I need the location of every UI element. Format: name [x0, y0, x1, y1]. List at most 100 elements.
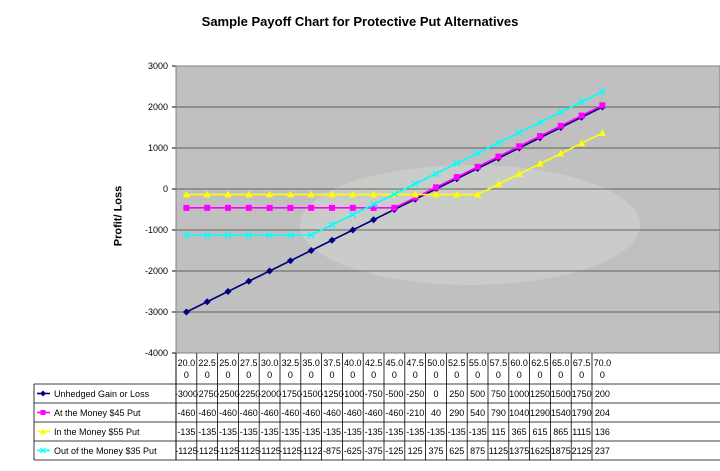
data-point	[224, 231, 232, 239]
table-cell: 2125	[572, 446, 592, 456]
series-3	[182, 88, 606, 239]
data-point	[453, 190, 461, 198]
legend-entry: Unhedged Gain or Loss	[54, 389, 150, 399]
data-point	[370, 204, 377, 211]
table-cell: 365	[512, 427, 527, 437]
category-label: 0	[454, 370, 459, 380]
table-cell: 615	[532, 427, 547, 437]
data-point	[495, 153, 502, 160]
data-point	[224, 288, 232, 295]
data-point	[182, 190, 190, 198]
data-point	[390, 190, 398, 198]
data-table: 20.0 0 22.5 0 25.0 0 27.5 0 30.0 0 32.5 0 35.0 0 37.5 0…	[33, 353, 720, 461]
table-cell: -135	[448, 427, 466, 437]
data-point	[578, 112, 585, 119]
table-cell: 500	[470, 389, 485, 399]
data-point	[349, 190, 357, 198]
table-cell: -2500	[216, 389, 239, 399]
y-tick-label: -3000	[145, 307, 168, 317]
table-cell: 115	[491, 427, 505, 437]
category-label: 52.5	[448, 358, 466, 368]
table-cell: 1040	[509, 408, 529, 418]
data-point	[328, 221, 336, 229]
table-cell: -1125	[217, 446, 239, 456]
category-label: 45.0	[386, 358, 404, 368]
table-cell: -1125	[175, 446, 197, 456]
table-cell: -135	[240, 427, 258, 437]
y-tick-label: 1000	[148, 143, 168, 153]
category-label: 0	[537, 370, 542, 380]
legend-entry: Out of the Money $35 Put	[54, 446, 157, 456]
table-cell: -250	[406, 389, 424, 399]
legend-key-marker	[40, 410, 46, 415]
table-cell: 1540	[551, 408, 571, 418]
data-point	[411, 190, 419, 198]
table-cell: -460	[365, 408, 383, 418]
table-cell: -135	[177, 427, 195, 437]
table-cell: -460	[281, 408, 299, 418]
series-1	[183, 102, 606, 211]
data-point	[225, 204, 231, 211]
data-point	[411, 180, 419, 188]
data-point	[453, 174, 460, 181]
data-point	[286, 190, 294, 198]
data-point	[598, 88, 606, 96]
table-cell: 540	[470, 408, 485, 418]
table-cell: -460	[261, 408, 279, 418]
table-cell: -1125	[279, 446, 301, 456]
table-cell: -3000	[175, 389, 198, 399]
data-point	[182, 308, 190, 316]
category-label: 0	[246, 370, 251, 380]
table-cell: 790	[491, 408, 506, 418]
table-cell: -135	[365, 427, 383, 437]
data-point	[307, 231, 315, 239]
category-label: 0	[433, 370, 438, 380]
table-cell: -460	[385, 408, 403, 418]
data-point	[453, 159, 461, 167]
plot-glow	[300, 165, 640, 285]
table-cell: -210	[406, 408, 424, 418]
table-cell: -500	[385, 389, 403, 399]
category-label: 0	[413, 370, 418, 380]
y-tick-label: 2000	[148, 102, 168, 112]
data-point	[183, 204, 190, 211]
chart-title: Sample Payoff Chart for Protective Put A…	[201, 14, 519, 29]
data-point	[245, 204, 252, 211]
table-cell: 237	[595, 446, 610, 456]
data-point	[329, 204, 335, 211]
category-label: 0	[350, 370, 355, 380]
data-point	[474, 190, 482, 198]
category-label: 67.5	[573, 358, 591, 368]
data-point	[328, 190, 336, 198]
data-point	[286, 257, 294, 265]
data-point	[203, 231, 211, 239]
data-point	[494, 139, 502, 147]
table-cell: 136	[595, 427, 610, 437]
data-point	[307, 247, 315, 254]
table-cell: 1000	[509, 389, 529, 399]
data-point	[245, 231, 253, 239]
category-label: 0	[579, 370, 584, 380]
category-label: 37.5	[323, 358, 341, 368]
table-cell: -375	[365, 446, 383, 456]
table-cell: -2750	[196, 389, 219, 399]
category-label: 47.5	[406, 358, 424, 368]
legend-key-marker	[40, 428, 46, 434]
category-label: 0	[558, 370, 563, 380]
data-point	[578, 98, 586, 106]
table-cell: -125	[385, 446, 403, 456]
y-tick-label: 0	[163, 184, 168, 194]
category-label: 0	[184, 370, 189, 380]
table-cell: -1125	[196, 446, 218, 456]
data-point	[349, 211, 357, 219]
table-cell: -135	[281, 427, 299, 437]
table-cell: 1790	[572, 408, 592, 418]
table-cell: -1000	[341, 389, 364, 399]
data-point	[203, 190, 211, 198]
table-cell: -135	[406, 427, 424, 437]
data-point	[516, 143, 523, 150]
data-point	[557, 122, 564, 129]
data-point	[412, 194, 419, 201]
table-cell: -875	[323, 446, 341, 456]
